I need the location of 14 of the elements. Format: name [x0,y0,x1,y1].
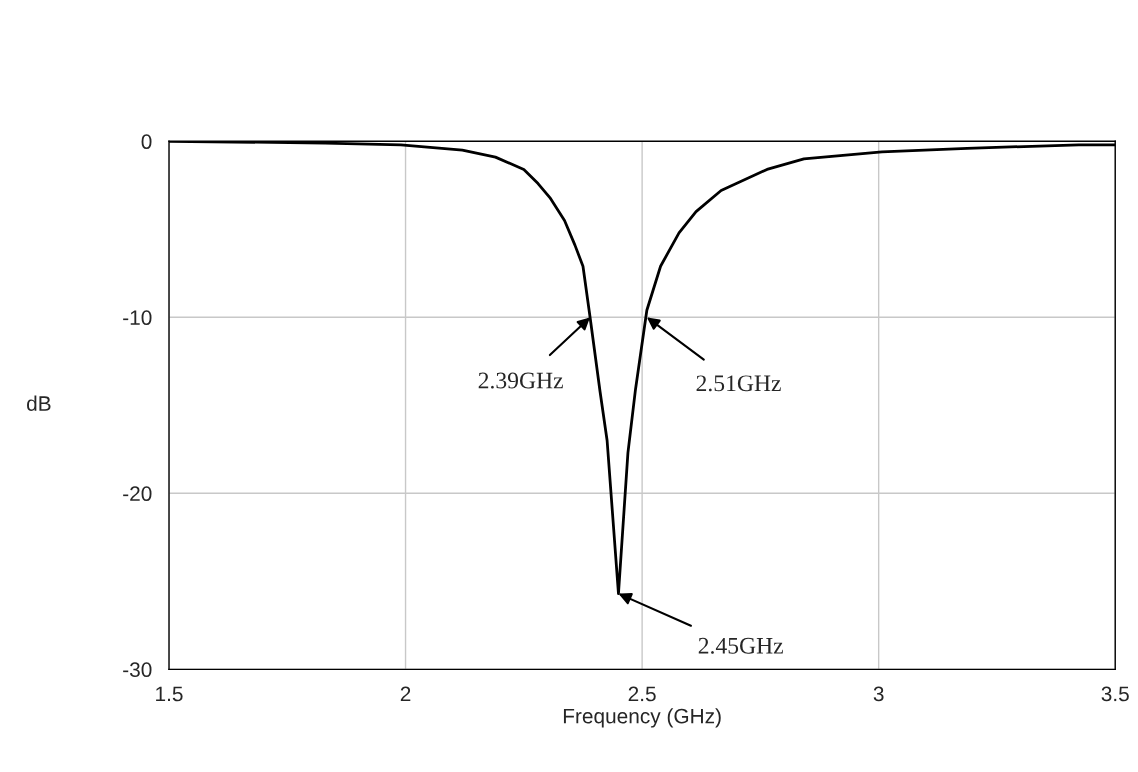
y-tick-label: -20 [123,486,152,502]
y-axis-title: dB [27,395,51,411]
x-tick-label: 1.5 [156,686,183,702]
x-axis-title: Frequency (GHz) [563,708,721,728]
annotation: 2.45GHz [698,637,783,654]
annotation: 2.39GHz [478,372,563,389]
annotation: 2.51GHz [696,375,781,392]
y-tick-label: -10 [123,310,152,326]
x-tick-label: 2 [400,686,411,702]
x-tick-label: 3 [873,686,884,702]
x-tick-label: 3.5 [1101,686,1129,702]
y-tick-label: 0 [141,134,152,150]
x-tick-label: 2.5 [628,686,656,702]
y-tick-label: -30 [123,662,152,678]
